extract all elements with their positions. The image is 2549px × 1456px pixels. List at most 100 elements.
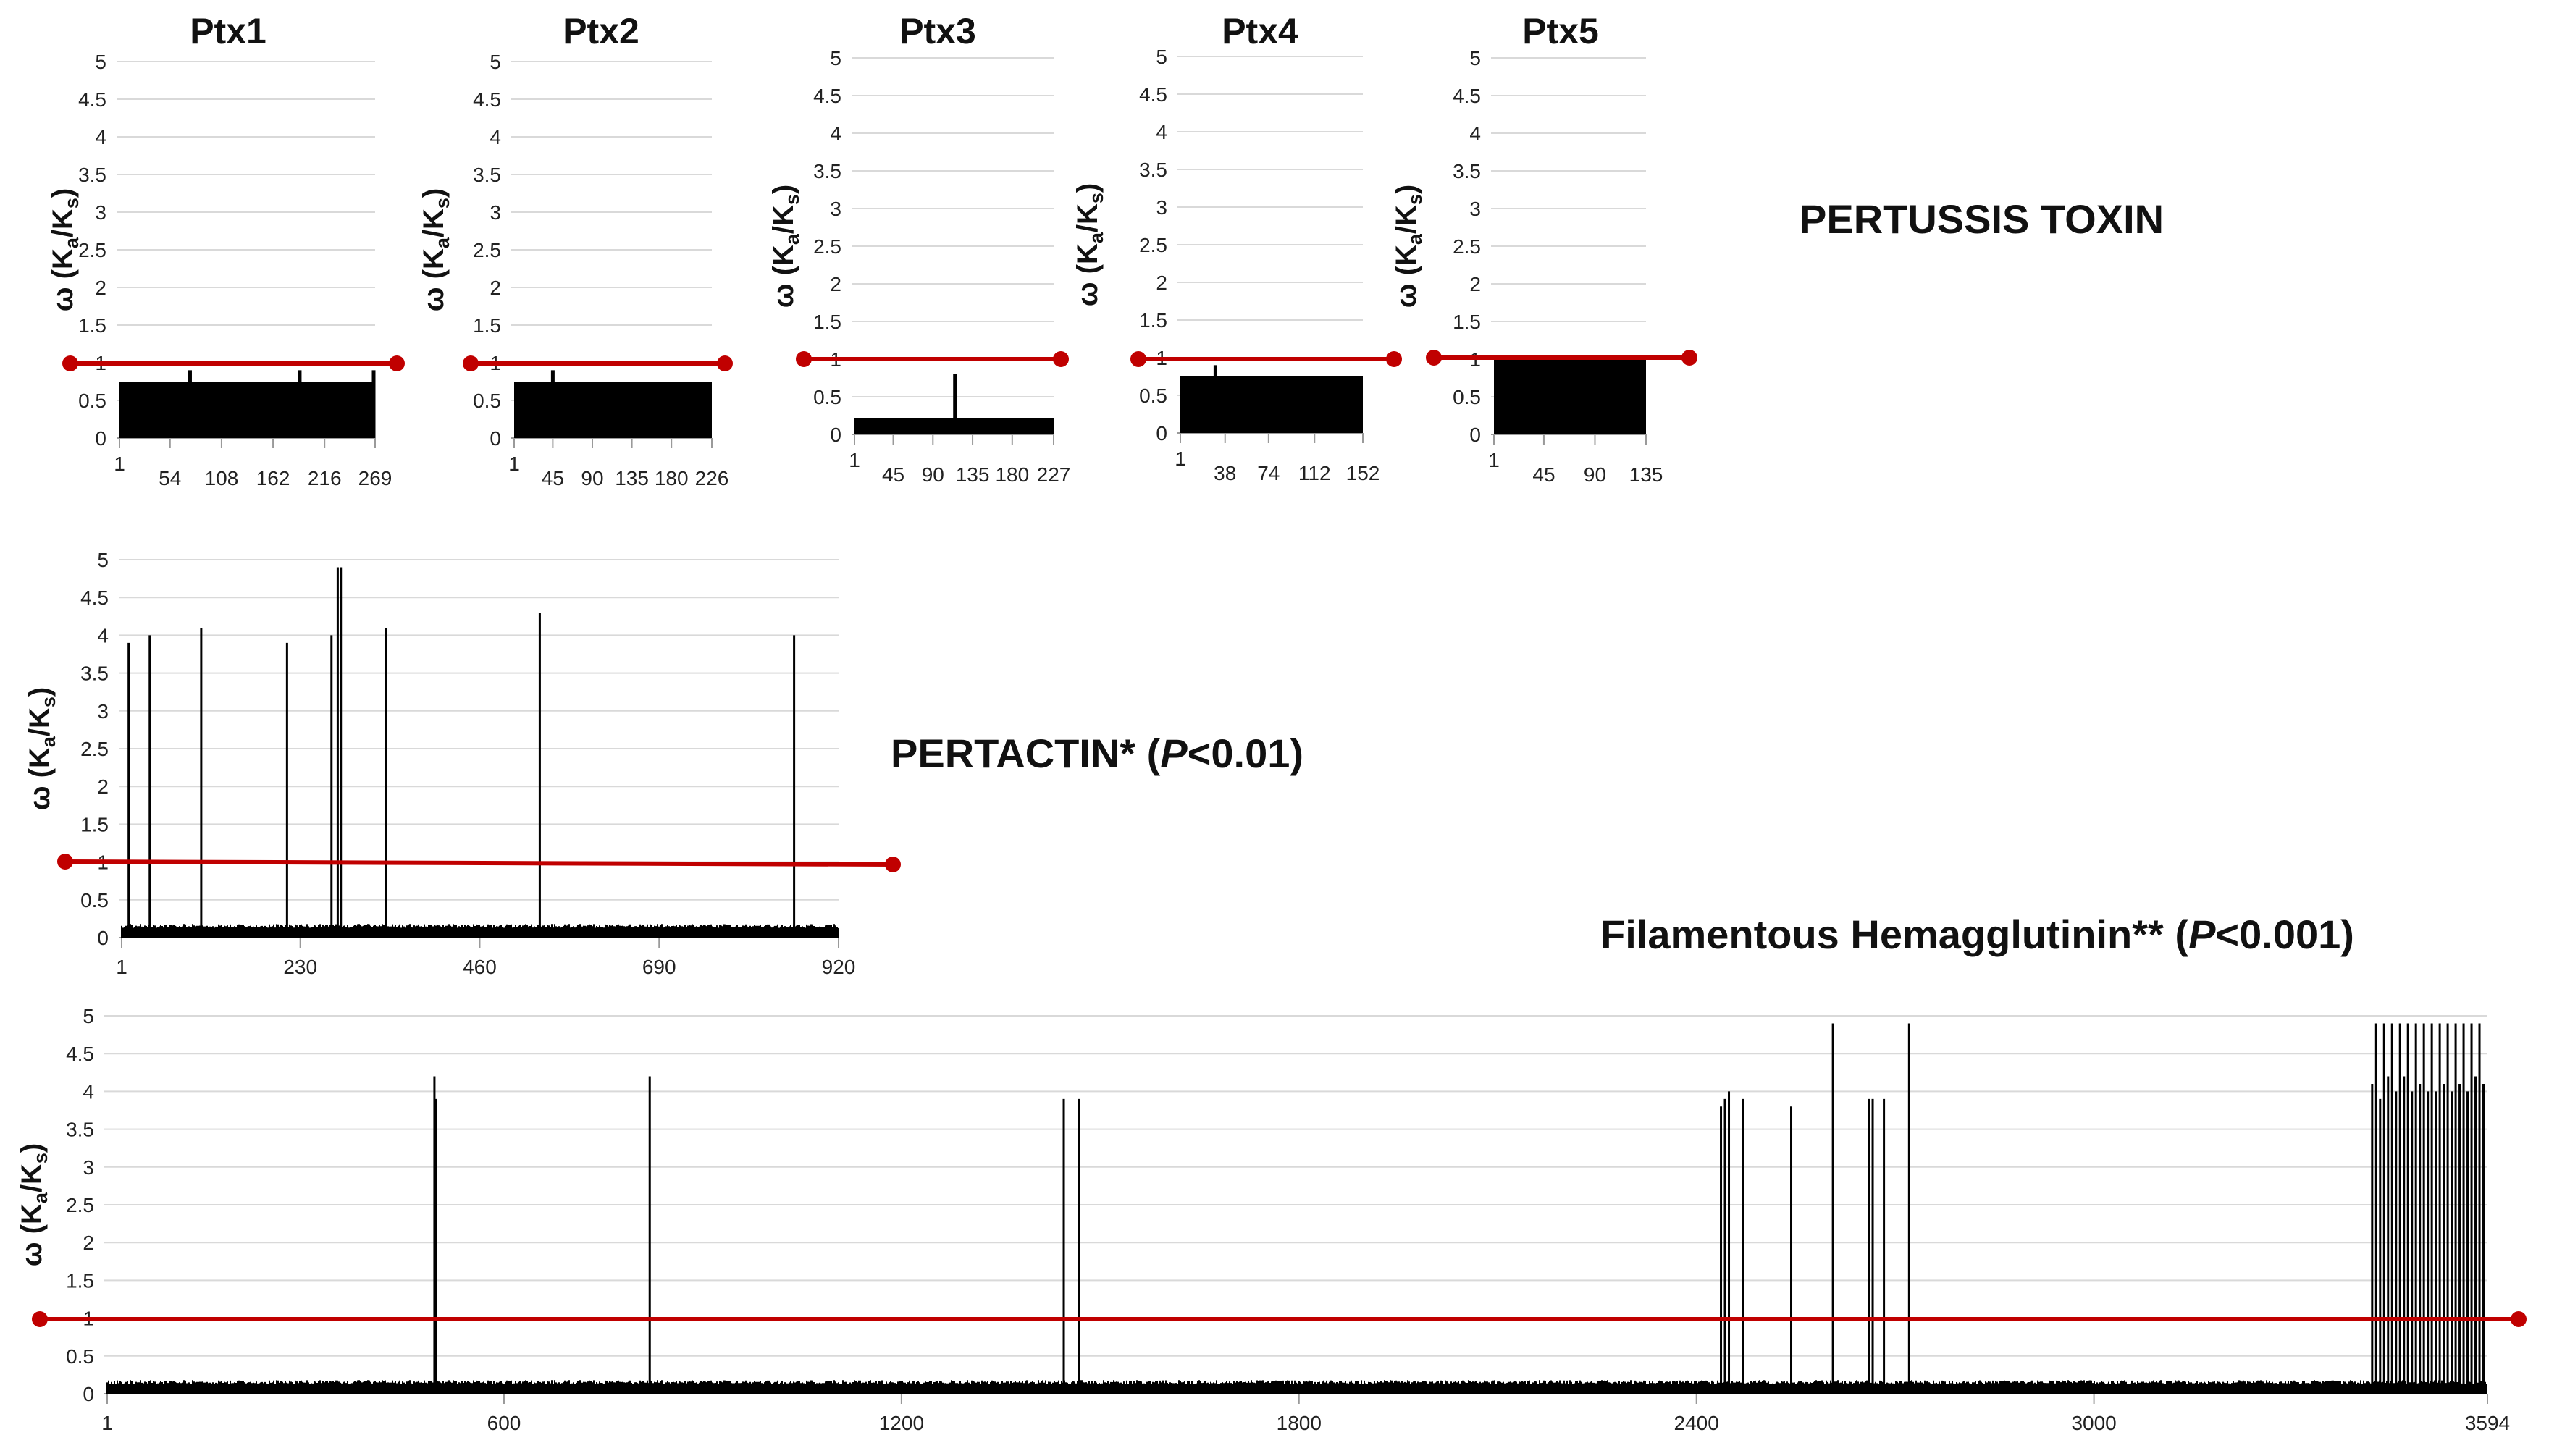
- ylabel-sub-s: s: [432, 198, 453, 209]
- fha-ytick-label: 0.5: [66, 1345, 94, 1368]
- fha-ytick-label: 3.5: [66, 1119, 94, 1141]
- prn-ytick-label: 3.5: [80, 662, 109, 685]
- prn-xtick-label: 460: [463, 956, 497, 978]
- ptx3-xtick-label: 227: [1037, 463, 1071, 486]
- ptx5-reference-marker: [1426, 350, 1442, 366]
- ptx1-ytick-label: 5: [95, 51, 106, 73]
- ptx4-ytick-label: 4: [1156, 121, 1167, 143]
- ptx2-xtick-label: 1: [508, 453, 520, 475]
- ptx1-ytick-label: 1.5: [78, 314, 106, 337]
- fha-label-main: Filamentous Hemagglutinin** (: [1600, 912, 2188, 957]
- ptx3-ytick-label: 0: [830, 424, 841, 446]
- ptx5-xtick-label: 45: [1532, 463, 1555, 486]
- prn-reference-marker: [57, 854, 73, 870]
- ptx4-xtick-label: 152: [1346, 462, 1380, 484]
- ptx3-ytick-label: 4: [830, 122, 841, 145]
- ptx4-ytick-label: 0: [1156, 422, 1167, 445]
- prn-xtick-label: 230: [283, 956, 317, 978]
- pertactin-label-main: PERTACTIN* (: [891, 731, 1161, 776]
- ptx1-xtick-label: 1: [114, 453, 125, 475]
- ptx1-ytick-label: 0.5: [78, 390, 106, 412]
- ptx4-ytick-label: 0.5: [1139, 384, 1167, 407]
- ptx4-ytick-label: 1.5: [1139, 309, 1167, 332]
- ptx5-xtick-label: 135: [1629, 463, 1663, 486]
- ylabel-sub-a: a: [1404, 233, 1426, 245]
- prn-ytick-label: 0.5: [80, 889, 109, 912]
- ylabel-sub-a: a: [38, 736, 59, 747]
- fha-ytick-label: 2: [83, 1232, 94, 1254]
- ptx2-ylabel: ω (Ka/Ks): [418, 188, 453, 312]
- ptx2-ytick-label: 2: [490, 277, 501, 299]
- ptx4-ytick-label: 2: [1156, 272, 1167, 294]
- fha-xtick-label: 600: [487, 1412, 521, 1434]
- ylabel-omega: ω (K: [418, 248, 450, 311]
- ptx3-xtick-label: 90: [922, 463, 944, 486]
- ylabel-omega: ω (K: [768, 245, 799, 308]
- ylabel-close: ): [1390, 185, 1422, 194]
- ptx2-reference-marker: [463, 355, 479, 371]
- ptx1-xtick-label: 216: [308, 467, 342, 489]
- fha-ytick-label: 1.5: [66, 1269, 94, 1292]
- ptx4-ytick-label: 2.5: [1139, 234, 1167, 256]
- ptx2-ytick-label: 1.5: [473, 314, 501, 337]
- fha-xtick-label: 3000: [2071, 1412, 2116, 1434]
- pertussis-toxin-label: PERTUSSIS TOXIN: [1800, 196, 2164, 242]
- prn-ytick-label: 4: [97, 624, 109, 647]
- ptx1-xtick-label: 269: [358, 467, 392, 489]
- ptx4-ytick-label: 3.5: [1139, 159, 1167, 181]
- fha-xtick-label: 1: [101, 1412, 113, 1434]
- ptx3-reference-marker: [1053, 351, 1069, 367]
- ylabel-omega: ω (K: [16, 1203, 48, 1266]
- ptx5-ytick-label: 4.5: [1453, 85, 1481, 107]
- ptx4-baseline-bar: [1180, 376, 1363, 433]
- ylabel-sub-a: a: [432, 237, 453, 248]
- prn-ytick-label: 0: [97, 927, 109, 949]
- ylabel-omega: ω (K: [47, 248, 79, 311]
- ptx2-ytick-label: 4: [490, 126, 501, 148]
- ptx3-ylabel: ω (Ka/Ks): [768, 185, 803, 308]
- ylabel-slash: /K: [16, 1163, 48, 1192]
- ptx3-title: Ptx3: [899, 11, 976, 51]
- ptx4-ytick-label: 5: [1156, 46, 1167, 68]
- fha-xtick-label: 2400: [1674, 1412, 1719, 1434]
- ptx3-xtick-label: 45: [882, 463, 904, 486]
- ylabel-sub-a: a: [30, 1192, 51, 1203]
- ptx5-reference-marker: [1681, 350, 1697, 366]
- ylabel-omega: ω (K: [1390, 245, 1422, 308]
- ylabel-slash: /K: [1390, 205, 1422, 234]
- ptx5-ytick-label: 1.5: [1453, 311, 1481, 333]
- fha-baseline-bar: [107, 1384, 2487, 1394]
- prn-reference-line: [64, 859, 894, 867]
- ptx3-ytick-label: 0.5: [813, 386, 841, 408]
- ylabel-sub-s: s: [30, 1153, 51, 1163]
- ptx3-reference-marker: [796, 351, 812, 367]
- fha-ytick-label: 4.5: [66, 1043, 94, 1065]
- ptx4-ytick-label: 4.5: [1139, 83, 1167, 106]
- fha-xtick-label: 1200: [879, 1412, 924, 1434]
- ptx1-ytick-label: 4: [95, 126, 106, 148]
- ylabel-slash: /K: [47, 209, 79, 237]
- ptx2-ytick-label: 4.5: [473, 88, 501, 111]
- ptx3-ytick-label: 3: [830, 198, 841, 220]
- pertactin-label: PERTACTIN* (P<0.01): [891, 731, 1303, 776]
- ptx5-ytick-label: 5: [1469, 47, 1481, 70]
- ptx5-ytick-label: 2: [1469, 273, 1481, 295]
- ylabel-sub-s: s: [1404, 194, 1426, 205]
- ylabel-omega: ω (K: [1072, 243, 1104, 306]
- ylabel-sub-a: a: [61, 237, 83, 248]
- ylabel-omega: ω (K: [24, 747, 56, 810]
- ylabel-slash: /K: [1072, 203, 1104, 232]
- prn-baseline-bar: [122, 927, 839, 938]
- ptx1-ytick-label: 2.5: [78, 239, 106, 261]
- ptx2-xtick-label: 90: [581, 467, 603, 489]
- ptx4-xtick-label: 112: [1298, 462, 1331, 484]
- ylabel-sub-s: s: [781, 194, 803, 205]
- ptx5-ytick-label: 3.5: [1453, 160, 1481, 182]
- ylabel-slash: /K: [24, 707, 56, 736]
- prn-ytick-label: 4.5: [80, 586, 109, 609]
- ylabel-slash: /K: [418, 209, 450, 237]
- ptx4-xtick-label: 74: [1257, 462, 1280, 484]
- ptx2-ytick-label: 0: [490, 427, 501, 450]
- fha-ytick-label: 2.5: [66, 1194, 94, 1216]
